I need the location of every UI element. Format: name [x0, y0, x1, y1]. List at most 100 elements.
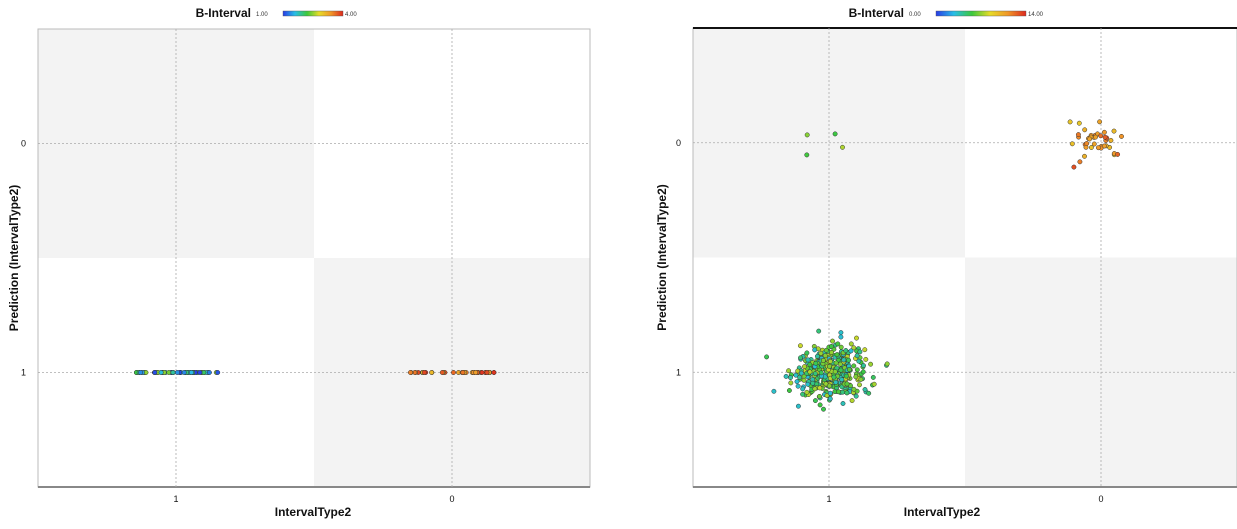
data-point [857, 349, 863, 355]
data-point [844, 390, 850, 396]
data-point [804, 132, 810, 138]
y-axis-label: Prediction (IntervalType2) [7, 185, 21, 331]
data-point [816, 328, 822, 334]
data-point [833, 379, 839, 385]
data-point [868, 361, 874, 367]
data-point [856, 358, 862, 364]
data-point [805, 381, 811, 387]
data-point [170, 370, 176, 375]
data-point [839, 377, 845, 383]
chart-right-svg: 1 0 0 1 B-Interval 0.00 14.00 IntervalType2 Pred… [655, 6, 1237, 519]
data-point [884, 361, 890, 367]
data-point [840, 401, 846, 406]
data-point [840, 144, 845, 150]
data-point [827, 390, 833, 396]
data-point [181, 370, 187, 375]
data-point [1075, 132, 1081, 138]
data-point [851, 363, 857, 369]
data-point [840, 389, 846, 395]
data-point [843, 373, 849, 379]
confusion-scatter-right: 1 0 0 1 B-Interval 0.00 14.00 IntervalType2 Pred… [640, 0, 1237, 524]
data-point [451, 370, 456, 375]
data-point [793, 372, 799, 378]
data-point [1108, 137, 1114, 143]
data-point [473, 370, 479, 375]
y-tick-label: 1 [676, 367, 681, 377]
data-point [827, 396, 833, 402]
data-point [800, 386, 806, 392]
data-point [828, 343, 834, 349]
data-point [823, 347, 829, 353]
data-point [798, 370, 804, 376]
data-point [771, 388, 777, 394]
data-point [1067, 119, 1073, 125]
data-point [1119, 133, 1124, 139]
data-point [863, 356, 869, 362]
data-point [804, 389, 810, 395]
data-point [833, 360, 839, 366]
data-point [812, 371, 818, 377]
data-point [429, 370, 435, 375]
data-point [834, 352, 840, 358]
chart-left-svg: 1 0 0 1 B-Interval 1.00 4.00 IntervalType2 Predi… [7, 6, 591, 519]
colorbar-min-label: 0.00 [909, 12, 921, 18]
data-point [794, 379, 800, 385]
data-point [166, 370, 172, 375]
data-point [798, 355, 803, 361]
data-point [854, 367, 860, 373]
data-point [1082, 127, 1088, 133]
data-point [853, 374, 859, 380]
data-point [783, 373, 789, 379]
data-point [817, 385, 823, 391]
data-point [817, 393, 822, 399]
data-point [1093, 134, 1098, 140]
data-point [827, 363, 832, 369]
data-point [764, 354, 770, 360]
data-point [1077, 159, 1083, 165]
data-point [407, 370, 413, 375]
data-point [832, 131, 838, 137]
data-point [1095, 145, 1101, 151]
data-point [1102, 134, 1108, 140]
data-point [1101, 129, 1107, 135]
data-point [848, 341, 854, 347]
data-point [844, 381, 850, 387]
data-point [201, 370, 207, 375]
data-point [848, 348, 854, 354]
data-point [861, 363, 866, 369]
data-point [802, 364, 807, 370]
data-point [786, 368, 792, 374]
data-point [846, 357, 852, 363]
colorbar [282, 10, 344, 17]
data-point [795, 368, 801, 374]
data-point [843, 348, 849, 353]
confusion-scatter-left: 1 0 0 1 B-Interval 1.00 4.00 IntervalType2 Predi… [0, 0, 610, 524]
data-point [1091, 141, 1097, 147]
data-point [804, 152, 810, 158]
x-tick-label: 1 [173, 494, 178, 504]
x-tick-label: 1 [826, 494, 831, 504]
data-point [849, 398, 855, 404]
data-point [814, 353, 820, 359]
data-point [841, 357, 847, 363]
data-point [854, 353, 860, 359]
data-point [818, 370, 824, 376]
data-point [838, 367, 844, 373]
data-point [152, 370, 158, 375]
data-point [854, 335, 859, 341]
chart-title: B-Interval [849, 6, 904, 20]
data-point [836, 389, 842, 395]
data-point [810, 380, 816, 386]
data-point [801, 377, 807, 383]
data-point [824, 393, 830, 398]
data-point [188, 370, 194, 375]
data-point [1084, 141, 1090, 146]
data-point [821, 406, 826, 412]
data-point [846, 367, 852, 373]
data-point [853, 393, 859, 399]
data-point [837, 361, 843, 367]
data-point [807, 369, 813, 375]
data-point [158, 370, 164, 375]
data-point [174, 370, 180, 375]
data-point [862, 387, 868, 392]
